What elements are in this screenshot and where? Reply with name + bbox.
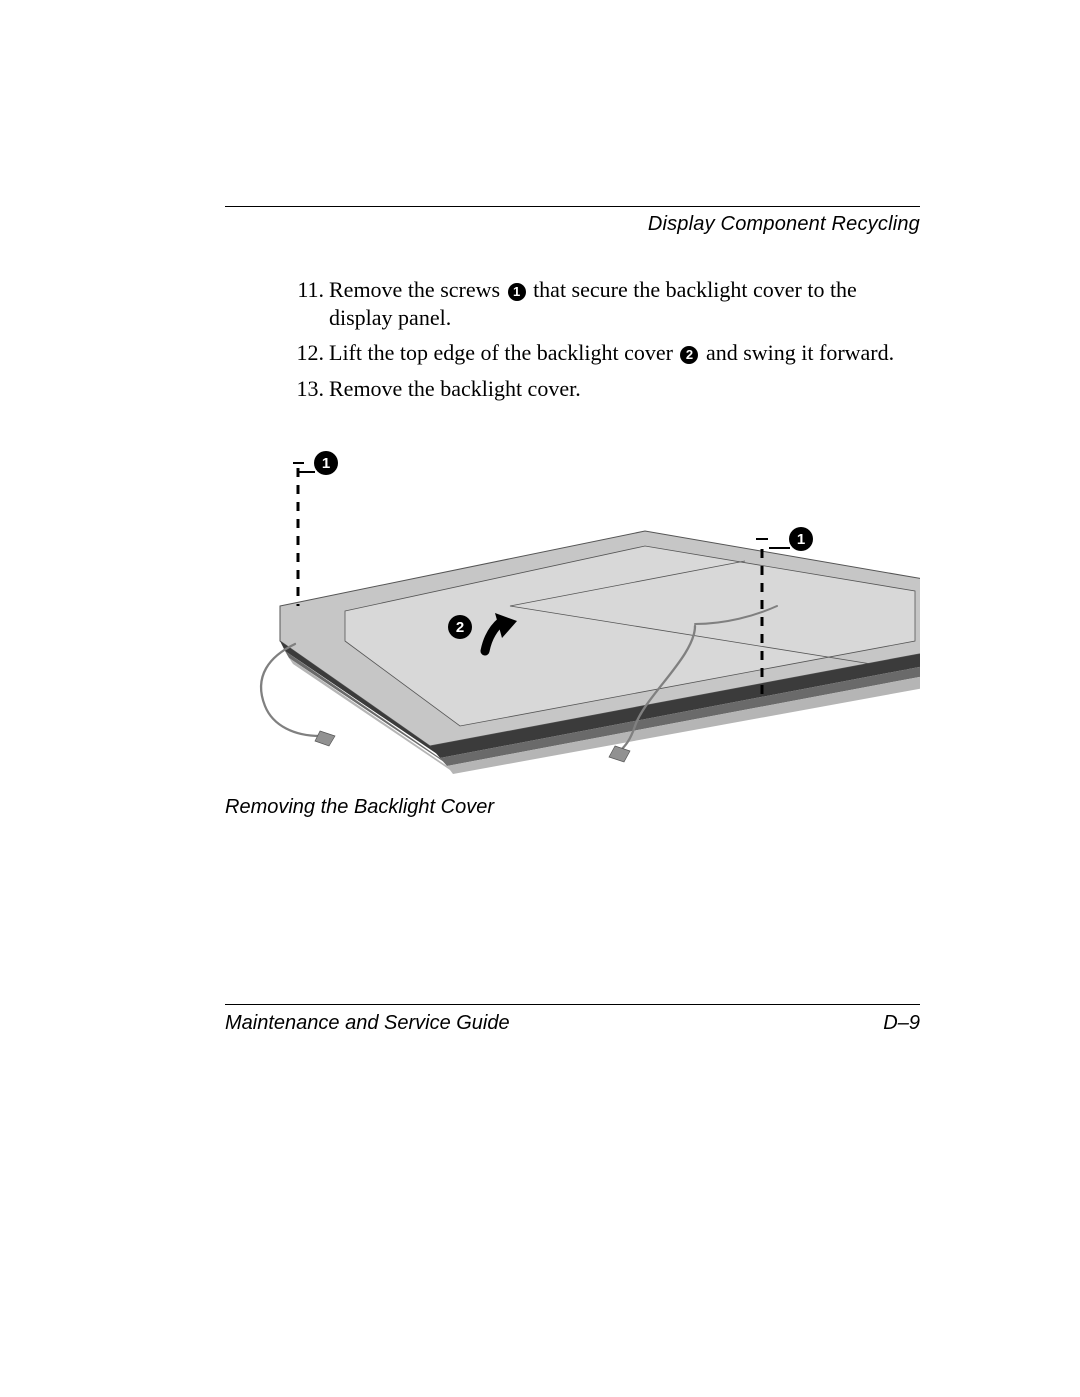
step-number: 11. xyxy=(290,276,329,331)
svg-text:1: 1 xyxy=(322,455,330,472)
step-list: 11.Remove the screws 1 that secure the b… xyxy=(290,276,920,402)
figure: 1 1 2 xyxy=(225,446,920,776)
callout-1-inline: 1 xyxy=(508,283,526,301)
step-text: Remove the screws 1 that secure the back… xyxy=(329,276,920,331)
step: 11.Remove the screws 1 that secure the b… xyxy=(290,276,920,331)
header-rule xyxy=(225,206,920,207)
footer-left: Maintenance and Service Guide xyxy=(225,1012,510,1035)
header-title: Display Component Recycling xyxy=(225,213,920,236)
step-text: Remove the backlight cover. xyxy=(329,375,920,403)
figure-svg: 1 1 2 xyxy=(225,446,920,776)
step-number: 12. xyxy=(290,339,329,367)
svg-text:1: 1 xyxy=(797,531,805,548)
step: 12.Lift the top edge of the backlight co… xyxy=(290,339,920,367)
svg-text:2: 2 xyxy=(456,619,464,636)
step-number: 13. xyxy=(290,375,329,403)
footer-rule xyxy=(225,1004,920,1005)
page: Display Component Recycling 11.Remove th… xyxy=(0,0,1080,1397)
step: 13.Remove the backlight cover. xyxy=(290,375,920,403)
callout-2-inline: 2 xyxy=(680,346,698,364)
step-text: Lift the top edge of the backlight cover… xyxy=(329,339,920,367)
figure-caption: Removing the Backlight Cover xyxy=(225,796,920,819)
footer: Maintenance and Service Guide D–9 xyxy=(225,1004,920,1035)
footer-right: D–9 xyxy=(883,1012,920,1035)
content-frame: Display Component Recycling 11.Remove th… xyxy=(225,206,920,819)
footer-row: Maintenance and Service Guide D–9 xyxy=(225,1012,920,1035)
